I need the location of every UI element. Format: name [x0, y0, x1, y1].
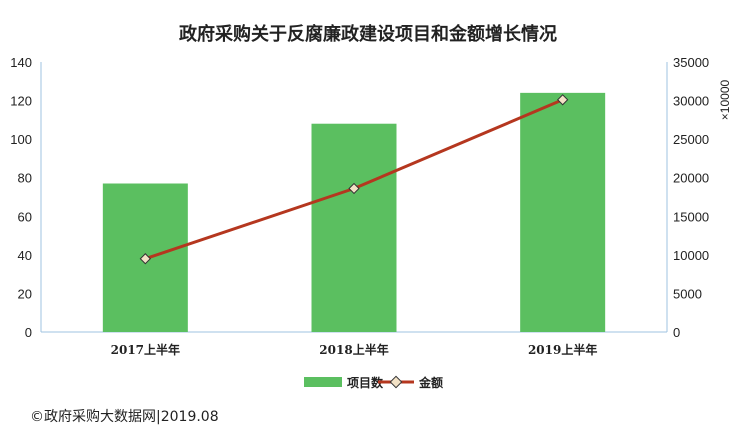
left-tick-label: 60	[18, 209, 32, 224]
right-tick-label: 30000	[673, 94, 709, 109]
left-axis-ticks: 0 20 40 60 80 100 120 140	[10, 55, 32, 340]
line-series	[139, 94, 569, 265]
line-point	[348, 182, 360, 195]
left-tick-label: 80	[18, 171, 32, 186]
chart-title: 政府采购关于反腐廉政建设项目和金额增长情况	[179, 23, 557, 45]
legend-bar-swatch	[304, 377, 342, 387]
bar	[520, 92, 606, 332]
left-tick-label: 40	[18, 248, 32, 263]
right-axis-unit: ×10000	[718, 79, 732, 120]
plot-area: 0 20 40 60 80 100 120 140 0 5000 10000 15000 20000 2…	[10, 55, 709, 357]
left-tick-label: 100	[10, 132, 32, 147]
right-tick-label: 5000	[673, 286, 702, 301]
right-tick-label: 20000	[673, 171, 709, 186]
bar	[311, 123, 397, 332]
left-tick-label: 120	[10, 94, 32, 109]
right-axis-ticks: 0 5000 10000 15000 20000 25000 30000 35000	[673, 55, 709, 340]
right-tick-label: 10000	[673, 248, 709, 263]
right-tick-label: 25000	[673, 132, 709, 147]
legend-bar-label: 项目数	[347, 375, 384, 390]
category-label: 2018上半年	[319, 342, 388, 357]
line-point	[139, 253, 151, 265]
line-point	[557, 94, 569, 106]
category-label: 2019上半年	[528, 342, 597, 357]
left-tick-label: 140	[10, 55, 32, 70]
category-label: 2017上半年	[111, 342, 180, 357]
bar-series	[102, 92, 606, 332]
right-tick-label: 35000	[673, 55, 709, 70]
category-labels: 2017上半年 2018上半年 2019上半年	[111, 342, 598, 357]
legend-line-label: 金额	[418, 375, 443, 390]
legend: 项目数 金额	[304, 375, 443, 390]
footer-source: ©政府采购大数据网|2019.08	[30, 409, 219, 425]
left-tick-label: 0	[25, 325, 32, 340]
left-tick-label: 20	[18, 286, 32, 301]
right-tick-label: 0	[673, 325, 680, 340]
legend-line-marker	[389, 375, 403, 389]
right-tick-label: 15000	[673, 209, 709, 224]
